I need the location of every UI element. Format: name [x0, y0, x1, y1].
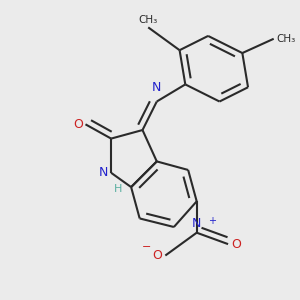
Text: +: + — [208, 216, 216, 226]
Text: N: N — [99, 166, 108, 179]
Text: N: N — [152, 81, 161, 94]
Text: O: O — [73, 118, 82, 131]
Text: O: O — [231, 238, 241, 250]
Text: −: − — [142, 242, 151, 252]
Text: N: N — [192, 217, 201, 230]
Text: O: O — [153, 249, 163, 262]
Text: H: H — [114, 184, 122, 194]
Text: CH₃: CH₃ — [277, 34, 296, 44]
Text: CH₃: CH₃ — [139, 14, 158, 25]
